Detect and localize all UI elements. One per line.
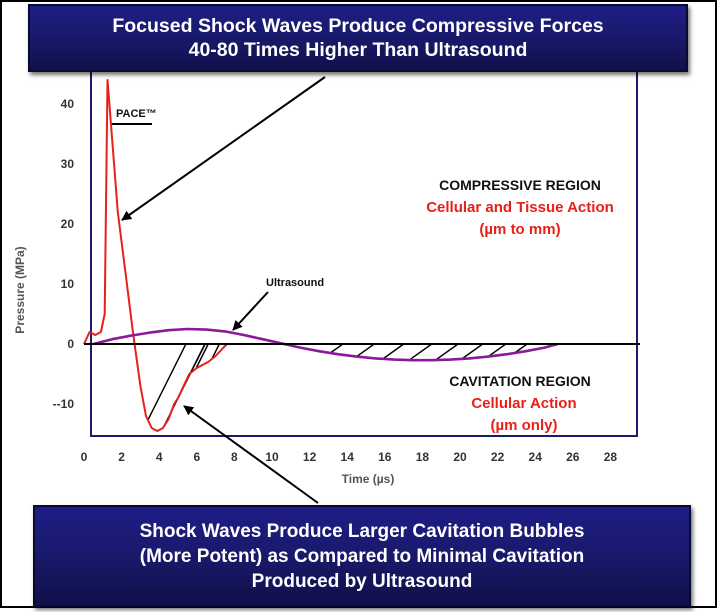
cavitation-hatch-line bbox=[382, 343, 405, 360]
header-banner: Focused Shock Waves Produce Compressive … bbox=[28, 4, 688, 72]
y-tick-label: 40 bbox=[61, 97, 75, 111]
cavitation-hatch-line bbox=[211, 343, 220, 360]
cavitation-arrow bbox=[183, 405, 319, 504]
header-line-2: 40-80 Times Higher Than Ultrasound bbox=[188, 39, 528, 61]
y-axis-ticks: 40 30 20 10 0 --10 bbox=[53, 97, 75, 411]
y-tick-label: --10 bbox=[53, 397, 75, 411]
x-tick-label: 24 bbox=[529, 450, 543, 464]
x-tick-label: 28 bbox=[604, 450, 618, 464]
x-tick-label: 4 bbox=[156, 450, 163, 464]
x-tick-label: 8 bbox=[231, 450, 238, 464]
cavitation-hatch-line bbox=[329, 343, 344, 354]
y-tick-label: 10 bbox=[61, 277, 75, 291]
cavitation-hatch-line bbox=[461, 343, 484, 360]
ultrasound-arrow bbox=[232, 291, 269, 331]
cavitation-hatching bbox=[147, 343, 528, 427]
compressive-region-sub2: (µm to mm) bbox=[479, 221, 560, 238]
cavitation-hatch-line bbox=[147, 343, 187, 421]
header-line-1: Focused Shock Waves Produce Compressive … bbox=[112, 15, 604, 37]
pace-label: PACE™ bbox=[116, 108, 157, 120]
x-tick-label: 12 bbox=[303, 450, 317, 464]
footer-line-2: (More Potent) as Compared to Minimal Cav… bbox=[139, 546, 585, 567]
x-axis-ticks: 0 2 4 6 8 10 12 14 16 18 20 22 24 26 28 bbox=[81, 450, 618, 464]
y-tick-label: 0 bbox=[67, 337, 74, 351]
x-tick-label: 10 bbox=[265, 450, 279, 464]
ultrasound-label: Ultrasound bbox=[266, 277, 324, 289]
y-tick-label: 30 bbox=[61, 157, 75, 171]
compressive-region-sub1: Cellular and Tissue Action bbox=[426, 199, 614, 216]
ultrasound-series-line bbox=[93, 327, 559, 362]
series-layer bbox=[83, 79, 559, 432]
compressive-arrow bbox=[121, 76, 326, 221]
x-tick-label: 6 bbox=[193, 450, 200, 464]
x-tick-label: 16 bbox=[378, 450, 392, 464]
footer-line-3: Produced by Ultrasound bbox=[251, 571, 473, 592]
x-tick-label: 2 bbox=[118, 450, 125, 464]
x-tick-label: 18 bbox=[416, 450, 430, 464]
cavitation-hatch-line bbox=[487, 343, 507, 358]
x-axis-title: Time (µs) bbox=[342, 472, 395, 486]
cavitation-region-sub1: Cellular Action bbox=[471, 395, 576, 412]
cavitation-hatch-line bbox=[356, 343, 375, 358]
x-tick-label: 26 bbox=[566, 450, 580, 464]
x-tick-label: 0 bbox=[81, 450, 88, 464]
footer-banner: Shock Waves Produce Larger Cavitation Bu… bbox=[33, 505, 691, 607]
x-tick-label: 20 bbox=[453, 450, 467, 464]
cavitation-region-title: CAVITATION REGION bbox=[449, 373, 591, 389]
cavitation-region-sub2: (µm only) bbox=[491, 417, 558, 434]
compressive-region-title: COMPRESSIVE REGION bbox=[439, 177, 601, 193]
y-tick-label: 20 bbox=[61, 217, 75, 231]
shock-wave-series-line bbox=[83, 79, 228, 432]
cavitation-hatch-line bbox=[435, 343, 459, 361]
x-tick-label: 22 bbox=[491, 450, 505, 464]
cavitation-hatch-line bbox=[408, 343, 433, 361]
cavitation-hatch-line bbox=[195, 343, 209, 370]
footer-line-1: Shock Waves Produce Larger Cavitation Bu… bbox=[139, 521, 585, 542]
y-axis-title: Pressure (MPa) bbox=[13, 246, 27, 333]
x-tick-label: 14 bbox=[341, 450, 355, 464]
